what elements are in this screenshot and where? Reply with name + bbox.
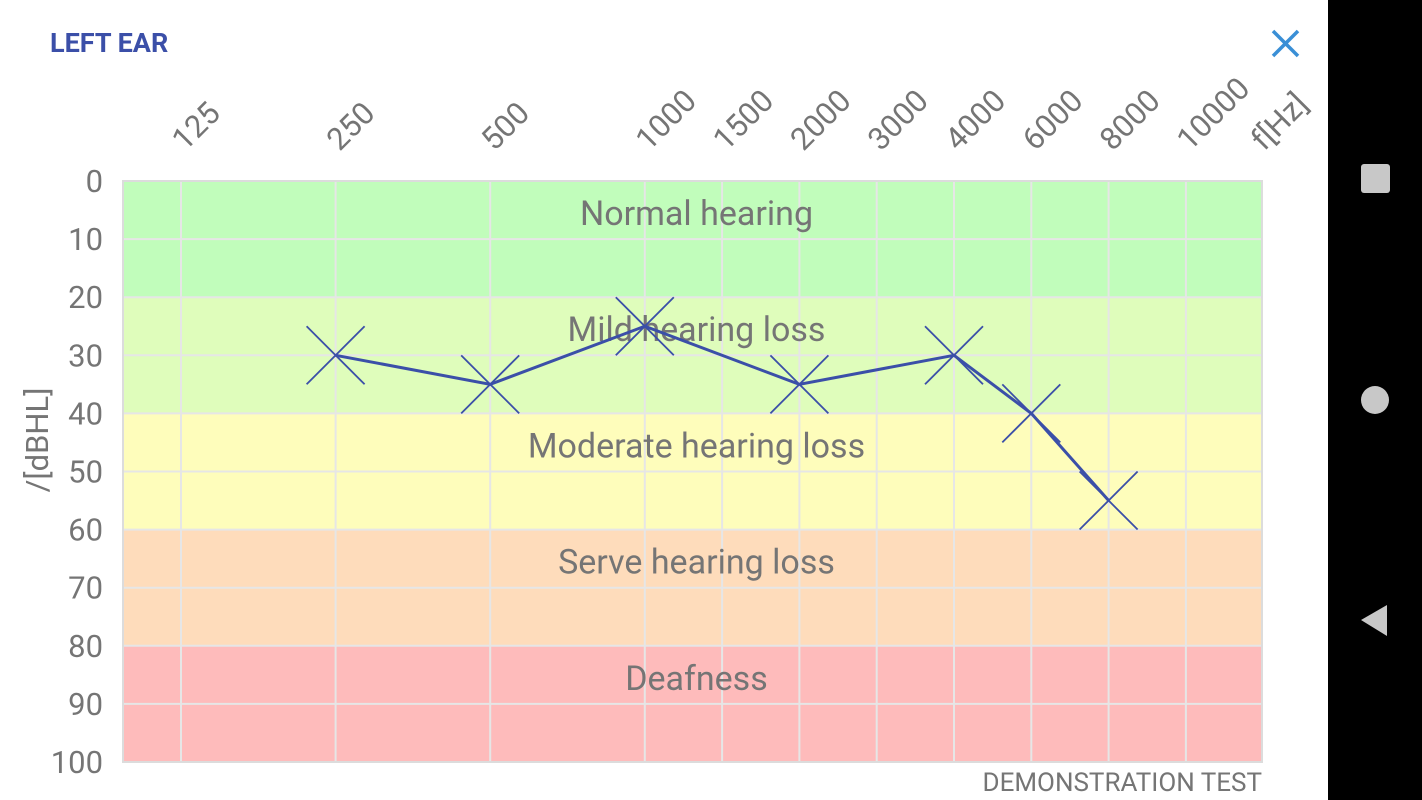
band-label: Deafness [625,659,768,699]
band-label: Serve hearing loss [558,543,835,583]
demo-note: DEMONSTRATION TEST [983,768,1262,798]
y-tick-label: 60 [68,512,103,549]
band-label: Moderate hearing loss [528,426,865,466]
x-marker [769,354,830,414]
x-marker [924,325,984,385]
plot-border [122,180,1263,763]
audiogram: Normal hearing Mild hearing loss Moderate … [19,70,1315,798]
y-tick-label: 0 [86,163,103,200]
y-tick-label: 30 [68,337,103,374]
x-marker [460,354,520,414]
x-marker [615,296,675,356]
title: LEFT EAR [50,27,168,59]
home-button[interactable] [1361,386,1389,414]
recents-button[interactable] [1361,164,1390,193]
close-button[interactable] [1271,29,1300,58]
back-button[interactable] [1361,605,1387,636]
y-tick-label: 100 [51,744,103,781]
marker-stroke [1078,470,1139,531]
band-label: Mild hearing loss [568,310,826,350]
y-tick-label: 90 [68,686,103,723]
marker-stroke [460,354,520,414]
marker-stroke [615,296,675,356]
y-tick-label: 10 [68,221,103,258]
marker-stroke [1001,383,1061,444]
marker-stroke [769,354,830,414]
y-axis-label: /[dBHL] [19,388,56,493]
y-tick-label: 70 [68,570,103,607]
y-tick-label: 20 [68,279,103,316]
marker-stroke [924,325,984,385]
x-marker [305,325,366,385]
marker-stroke [305,325,366,385]
x-marker [1078,470,1139,531]
x-marker [1001,383,1061,444]
y-tick-label: 50 [68,454,103,491]
band-label: Normal hearing [580,194,813,234]
y-tick-label: 80 [68,628,103,665]
y-tick-label: 40 [68,395,103,432]
